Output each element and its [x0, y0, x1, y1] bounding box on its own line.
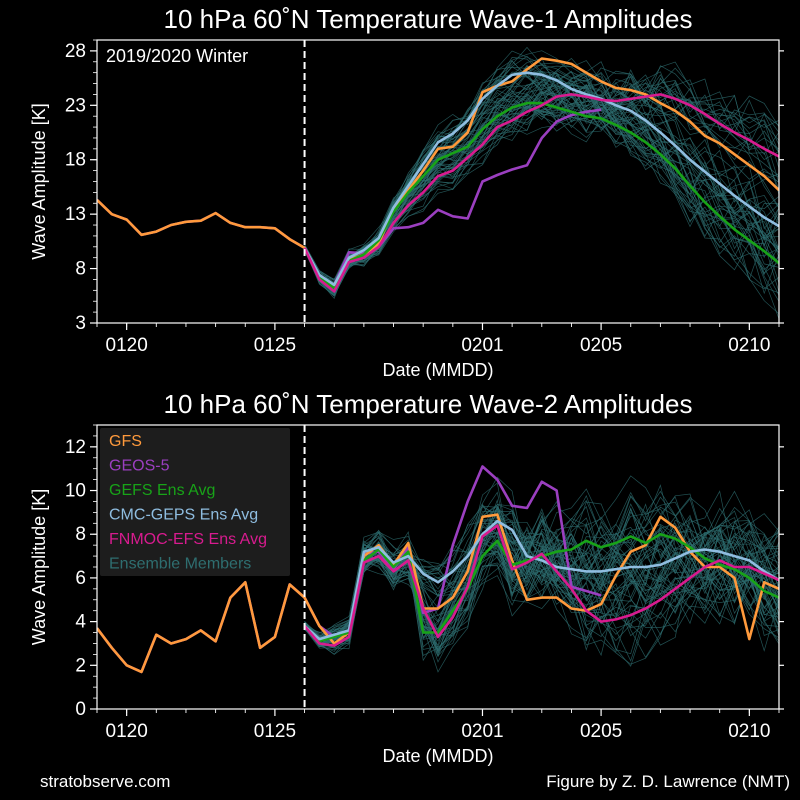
chart-panel-2: 10 hPa 60˚N Temperature Wave-2 Amplitude…	[29, 389, 784, 766]
season-annotation: 2019/2020 Winter	[106, 46, 248, 66]
legend-entry: FNMOC-EFS Ens Avg	[109, 531, 267, 548]
y-tick-label: 13	[65, 204, 86, 225]
x-tick-label: 0210	[728, 335, 770, 356]
x-tick-label: 0120	[106, 335, 148, 356]
y-tick-label: 8	[75, 259, 86, 280]
chart-panel-1: 10 hPa 60˚N Temperature Wave-1 Amplitude…	[29, 4, 784, 380]
y-tick-label: 6	[75, 568, 86, 589]
ensemble-member-line	[304, 46, 779, 284]
ensemble-member-line	[304, 91, 779, 293]
y-tick-label: 18	[65, 150, 86, 171]
y-axis-label: Wave Amplitude [K]	[29, 103, 49, 259]
y-tick-label: 3	[75, 313, 86, 334]
ensemble-member-line	[304, 61, 779, 297]
x-tick-label: 0125	[254, 335, 296, 356]
y-tick-label: 23	[65, 95, 86, 116]
legend: GFS GEOS-5 GEFS Ens Avg CMC-GEPS Ens Avg FNM…	[100, 428, 290, 576]
x-tick-label: 0210	[728, 721, 770, 742]
ensemble-member-line	[304, 79, 779, 287]
ensemble-member-line	[304, 532, 779, 653]
series-line-gefs-ens-avg	[303, 532, 779, 643]
footer-author-credit: Figure by Z. D. Lawrence (NMT)	[546, 772, 790, 791]
ensemble-member-line	[304, 90, 779, 302]
x-tick-label: 0125	[254, 721, 296, 742]
legend-box	[100, 428, 290, 576]
footer-site-credit: stratobserve.com	[40, 772, 171, 791]
ensemble-member-line	[304, 78, 779, 299]
y-axis-label: Wave Amplitude [K]	[29, 489, 49, 645]
series-line-gefs-ens-avg	[303, 101, 779, 290]
y-tick-label: 2	[75, 655, 86, 676]
ensemble-members	[304, 475, 779, 673]
ensemble-member-line	[304, 105, 779, 295]
legend-entry: GEFS Ens Avg	[109, 482, 215, 499]
series-line-fnmoc-efs-ens-avg	[303, 524, 779, 647]
legend-entry: Ensemble Members	[109, 556, 251, 573]
legend-entry: CMC-GEPS Ens Avg	[109, 507, 258, 524]
ensemble-member-line	[304, 94, 779, 290]
legend-entry: GFS	[109, 433, 142, 450]
x-tick-label: 0120	[106, 721, 148, 742]
y-tick-label: 10	[65, 481, 86, 502]
chart-title: 10 hPa 60˚N Temperature Wave-2 Amplitude…	[164, 389, 693, 419]
ensemble-member-line	[304, 67, 779, 297]
ensemble-member-line	[304, 491, 779, 641]
series-line-gfs	[97, 57, 779, 287]
series-line-gfs	[97, 513, 779, 674]
y-tick-label: 8	[75, 524, 86, 545]
series-line-cmc-geps-ens-avg	[303, 71, 779, 287]
ensemble-member-line	[304, 521, 779, 657]
x-tick-label: 0201	[461, 721, 503, 742]
x-axis-label: Date (MMDD)	[383, 360, 494, 380]
ensemble-member-line	[304, 511, 779, 651]
y-tick-label: 0	[75, 699, 86, 720]
ensemble-member-line	[304, 495, 779, 647]
series-line-fnmoc-efs-ens-avg	[303, 93, 779, 293]
chart-title: 10 hPa 60˚N Temperature Wave-1 Amplitude…	[164, 4, 693, 34]
y-tick-label: 4	[75, 612, 86, 633]
ensemble-member-line	[304, 518, 779, 640]
legend-entry: GEOS-5	[109, 458, 170, 475]
ensemble-member-line	[304, 74, 779, 294]
ensemble-member-line	[304, 521, 779, 638]
x-axis-label: Date (MMDD)	[383, 746, 494, 766]
x-tick-label: 0201	[461, 335, 503, 356]
x-tick-label: 0205	[580, 721, 622, 742]
ensemble-members	[304, 46, 779, 320]
ensemble-member-line	[304, 90, 779, 292]
ensemble-member-line	[304, 531, 779, 647]
series-line-cmc-geps-ens-avg	[303, 519, 779, 641]
y-tick-label: 12	[65, 437, 86, 458]
ensemble-member-line	[304, 507, 779, 649]
y-tick-label: 28	[65, 41, 86, 62]
x-tick-label: 0205	[580, 335, 622, 356]
